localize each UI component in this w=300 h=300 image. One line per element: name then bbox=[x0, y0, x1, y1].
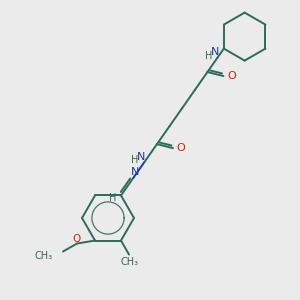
Text: CH₃: CH₃ bbox=[35, 250, 53, 260]
Text: N: N bbox=[137, 152, 146, 162]
Text: N: N bbox=[211, 46, 220, 57]
Text: N: N bbox=[130, 167, 139, 178]
Text: O: O bbox=[227, 71, 236, 81]
Text: H: H bbox=[131, 155, 138, 165]
Text: H: H bbox=[109, 194, 117, 203]
Text: CH₃: CH₃ bbox=[121, 256, 139, 266]
Text: O: O bbox=[177, 143, 185, 153]
Text: H: H bbox=[205, 51, 212, 61]
Text: O: O bbox=[73, 233, 81, 244]
